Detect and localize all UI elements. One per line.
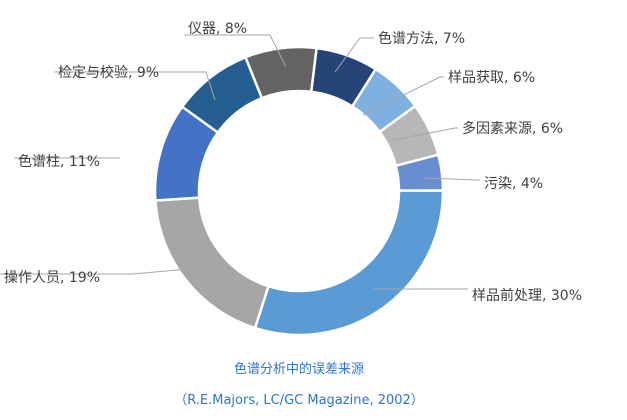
- chart-subtitle: （R.E.Majors, LC/GC Magazine, 2002）: [174, 393, 424, 408]
- data-label: 样品获取, 6%: [448, 70, 535, 86]
- leader-line: [184, 34, 287, 68]
- data-label: 色谱柱, 11%: [18, 153, 100, 170]
- leader-line: [0, 267, 201, 275]
- leader-line: [334, 37, 374, 73]
- slice-操作人员: [153, 196, 271, 330]
- data-label: 检定与校验, 9%: [58, 64, 159, 81]
- data-label: 多因素来源, 6%: [462, 120, 563, 137]
- leader-line: [54, 71, 216, 101]
- leader-lines: [0, 34, 480, 290]
- leader-line: [392, 127, 458, 141]
- data-label: 仪器, 8%: [188, 21, 247, 37]
- data-label: 样品前处理, 30%: [472, 287, 582, 304]
- data-label: 色谱方法, 7%: [378, 30, 465, 47]
- leader-line: [423, 177, 480, 181]
- data-label: 操作人员, 19%: [4, 270, 100, 286]
- slice-仪器: [243, 45, 318, 100]
- chart-title: 色谱分析中的误差来源: [234, 361, 364, 377]
- leader-line: [362, 76, 444, 116]
- slices: [153, 45, 445, 337]
- slice-样品前处理: [253, 189, 445, 337]
- data-label: 污染, 4%: [484, 176, 543, 192]
- data-labels: 色谱方法, 7% 样品获取, 6% 多因素来源, 6% 污染, 4% 样品前处理, 30…: [4, 21, 582, 304]
